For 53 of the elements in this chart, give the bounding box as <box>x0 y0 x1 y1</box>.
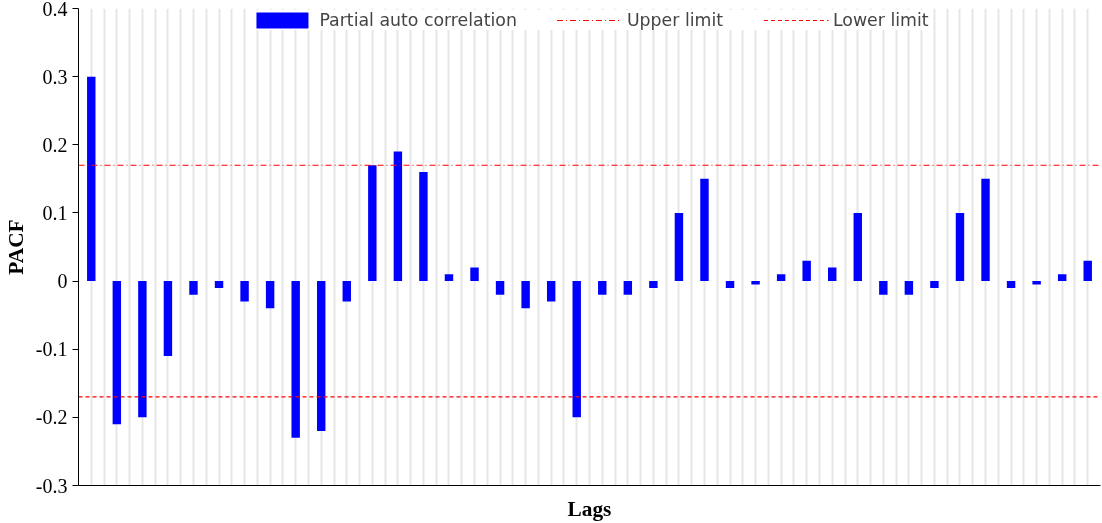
y-tick-label: 0.1 <box>42 201 68 224</box>
bar <box>87 76 96 282</box>
bar <box>853 212 862 282</box>
bar <box>138 281 147 418</box>
bar <box>879 281 888 295</box>
bar <box>623 281 633 295</box>
bar <box>521 281 530 309</box>
bar <box>981 178 990 282</box>
y-axis-title: PACF <box>3 219 28 275</box>
legend-label: Partial auto correlation <box>319 10 517 30</box>
bar <box>572 281 581 418</box>
bar <box>930 281 939 288</box>
bar <box>419 172 428 282</box>
bar <box>700 178 709 282</box>
y-tick-label: 0.3 <box>42 65 68 88</box>
bar <box>240 281 249 302</box>
y-tick-label: -0.1 <box>35 338 68 361</box>
legend-label: Lower limit <box>833 10 929 30</box>
bar <box>546 281 556 302</box>
bar <box>317 281 326 431</box>
bar <box>470 267 479 282</box>
y-tick-label: 0.4 <box>42 0 68 20</box>
legend-label: Upper limit <box>626 10 723 30</box>
bar <box>955 212 965 282</box>
bar <box>674 212 684 282</box>
bar <box>828 267 837 282</box>
bar <box>802 260 811 282</box>
bar <box>368 165 377 282</box>
bar <box>163 281 173 357</box>
bar <box>291 281 300 438</box>
bar <box>444 274 454 282</box>
y-tick-label: 0.2 <box>42 133 68 156</box>
bar <box>342 281 351 302</box>
bar <box>751 281 760 285</box>
bar <box>214 281 224 288</box>
y-tick-label: -0.3 <box>35 474 68 497</box>
y-tick-label: 0 <box>57 270 68 293</box>
y-tick-label: -0.2 <box>35 406 68 429</box>
bar <box>189 281 198 295</box>
bar <box>776 274 786 282</box>
bar <box>904 281 914 295</box>
bar <box>265 281 275 309</box>
x-axis-title: Lags <box>567 496 612 521</box>
bar <box>393 151 403 282</box>
bar <box>112 281 122 425</box>
bar <box>1057 274 1067 282</box>
bar <box>1032 281 1041 285</box>
bar <box>725 281 735 288</box>
bar <box>1083 260 1092 282</box>
bar <box>598 281 607 295</box>
bar <box>495 281 505 295</box>
bar <box>649 281 658 288</box>
bar <box>1006 281 1016 288</box>
